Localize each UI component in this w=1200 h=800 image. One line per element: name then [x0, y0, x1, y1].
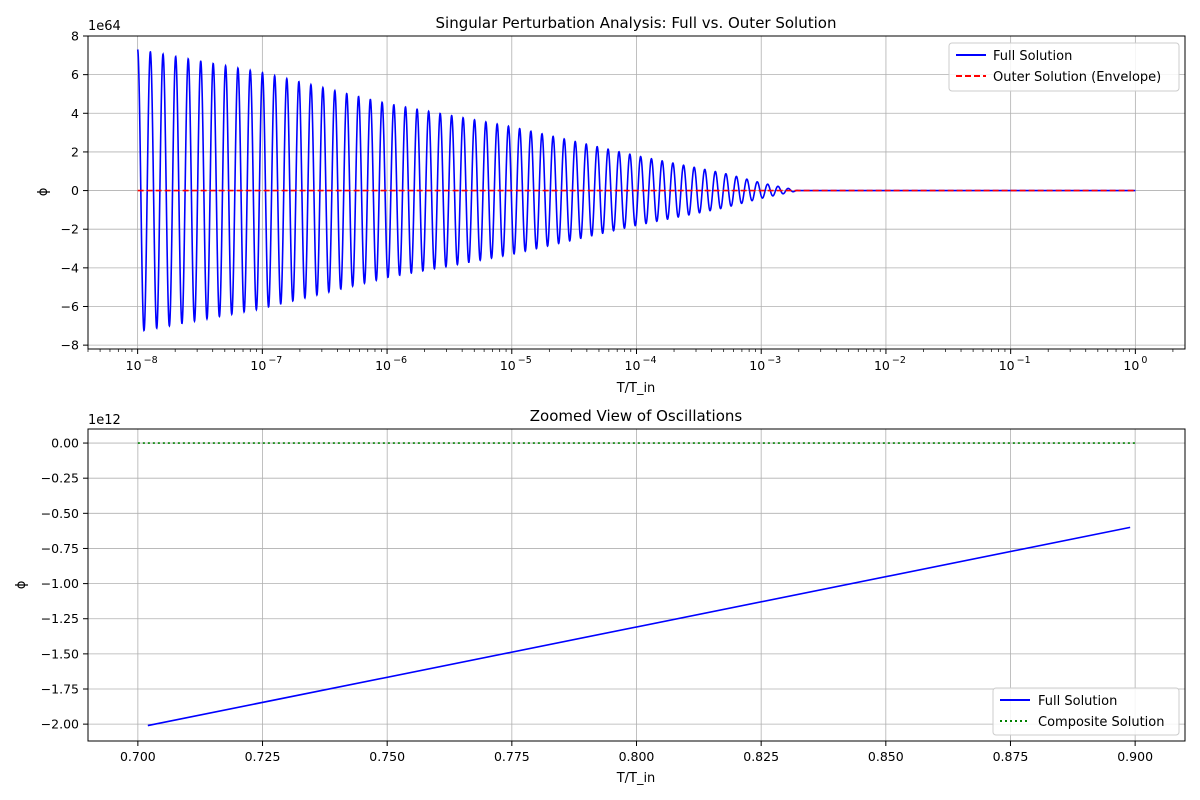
top-y-axis-label: ϕ: [36, 188, 51, 197]
bottom-y-tick-label: −1.75: [41, 682, 79, 697]
bottom-x-tick-label: 0.725: [245, 749, 281, 764]
top-x-tick-exponent: −8: [144, 355, 158, 366]
top-x-tick-exponent: −6: [393, 355, 407, 366]
top-chart-title: Singular Perturbation Analysis: Full vs.…: [436, 14, 837, 32]
bottom-x-tick-label: 0.800: [619, 749, 655, 764]
bottom-subplot: Zoomed View of Oscillations 0.700 0.725 0.…: [14, 407, 1186, 786]
bottom-y-tick-label: −2.00: [41, 717, 79, 732]
bottom-legend: Full Solution Composite Solution: [992, 687, 1180, 736]
top-legend-box: [948, 42, 1180, 92]
top-x-tick-exponent: 0: [1141, 355, 1147, 366]
top-y-tick-label: 6: [71, 67, 79, 82]
bottom-x-tick-label: 0.850: [868, 749, 904, 764]
top-x-tick-label: 10: [999, 358, 1015, 373]
bottom-y-tick-label: −1.25: [41, 611, 79, 626]
top-x-tick-label: 10: [250, 358, 266, 373]
top-y-tick-label: −6: [61, 299, 79, 314]
top-y-tick-label: 2: [71, 144, 79, 159]
top-y-tick-label: −2: [61, 222, 79, 237]
top-x-tick-exponent: −4: [643, 355, 657, 366]
bottom-x-tick-label: 0.825: [743, 749, 779, 764]
top-legend-label-full: Full Solution: [993, 49, 1072, 64]
bottom-x-tick-label: 0.775: [494, 749, 530, 764]
bottom-chart-title: Zoomed View of Oscillations: [530, 407, 743, 425]
top-x-tick-exponent: −3: [767, 355, 781, 366]
bottom-y-tick-label: −1.50: [41, 646, 79, 661]
bottom-x-tick-label: 0.700: [120, 749, 156, 764]
top-x-tick-label: 10: [625, 358, 641, 373]
bottom-series-group: [137, 442, 1136, 727]
bottom-y-tick-label: 0.00: [51, 436, 79, 451]
top-x-tick-label: 10: [375, 358, 391, 373]
top-x-tick-label: 10: [1123, 358, 1139, 373]
top-subplot: Singular Perturbation Analysis: Full vs.…: [36, 14, 1186, 396]
bottom-y-tick-label: −1.00: [41, 576, 79, 591]
bottom-legend-label-full: Full Solution: [1038, 694, 1117, 709]
top-x-tick-exponent: −2: [892, 355, 906, 366]
top-y-tick-label: 4: [71, 106, 79, 121]
bottom-legend-label-composite: Composite Solution: [1038, 715, 1164, 730]
top-x-tick-label: 10: [749, 358, 765, 373]
top-y-ticks: −8 −6 −4 −2 0 2 4 6 8: [61, 29, 88, 353]
bottom-x-tick-label: 0.875: [993, 749, 1029, 764]
bottom-legend-box: [992, 687, 1180, 736]
bottom-x-axis-label: T/T_in: [616, 771, 656, 786]
top-x-axis-label: T/T_in: [616, 381, 656, 396]
bottom-y-axis-label: ϕ: [14, 581, 29, 590]
top-x-tick-exponent: −5: [518, 355, 532, 366]
top-x-tick-exponent: −7: [268, 355, 282, 366]
top-x-tick-label: 10: [500, 358, 516, 373]
bottom-x-ticks: 0.700 0.725 0.750 0.775 0.800 0.825 0.850 0.875…: [120, 741, 1153, 764]
top-y-tick-label: 8: [71, 29, 79, 44]
top-x-tick-label: 10: [126, 358, 142, 373]
top-x-tick-exponent: −1: [1017, 355, 1031, 366]
top-x-ticks: 10 −8 10 −7 10 −6 10 −5 10 −4 10 −3 10 −2 10 −1 10 0: [87, 349, 1174, 373]
top-legend: Full Solution Outer Solution (Envelope): [948, 42, 1180, 92]
bottom-x-tick-label: 0.750: [369, 749, 405, 764]
bottom-y-multiplier: 1e12: [88, 413, 121, 428]
bottom-x-tick-label: 0.900: [1117, 749, 1153, 764]
top-y-tick-label: 0: [71, 183, 79, 198]
bottom-series-full-solution: [147, 526, 1131, 727]
bottom-y-tick-label: −0.50: [41, 506, 79, 521]
top-legend-label-outer: Outer Solution (Envelope): [993, 70, 1161, 85]
top-x-tick-label: 10: [874, 358, 890, 373]
top-series-group: [136, 49, 1136, 333]
top-y-tick-label: −4: [61, 260, 79, 275]
bottom-y-tick-label: −0.75: [41, 541, 79, 556]
bottom-y-tick-label: −0.25: [41, 471, 79, 486]
top-y-tick-label: −8: [61, 338, 79, 353]
top-y-multiplier: 1e64: [88, 19, 121, 34]
bottom-y-ticks: −2.00 −1.75 −1.50 −1.25 −1.00 −0.75 −0.50 −0.25…: [41, 436, 88, 732]
